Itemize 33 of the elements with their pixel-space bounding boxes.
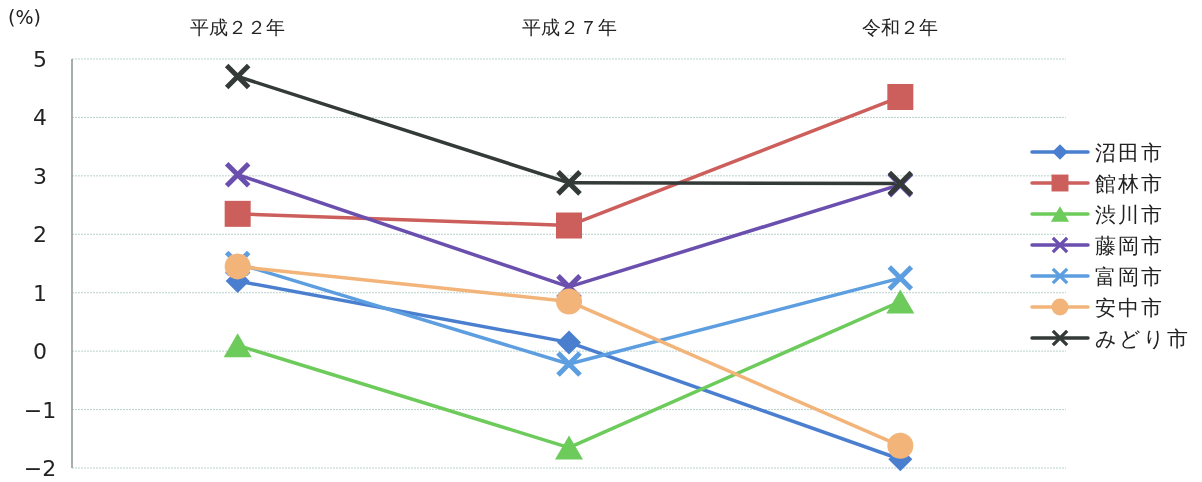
y-axis-title: (%) [8,6,41,28]
point [555,350,583,378]
point [556,288,582,315]
y-tick-label: 1 [33,280,47,306]
y-tick-label: −1 [23,397,57,423]
point [224,200,251,227]
legend-label: 館林市 [1095,172,1164,196]
legend-label: 渋川市 [1095,203,1164,227]
legend-label: 富岡市 [1095,265,1164,289]
x-tick-label: 平成２２年 [190,16,286,38]
legend-label: 安中市 [1095,296,1164,320]
point [555,169,583,197]
y-tick-label: 4 [33,105,47,131]
legend-label: 藤岡市 [1095,234,1164,258]
point [887,83,914,110]
point [555,435,583,460]
point [886,289,915,314]
y-tick-label: 5 [33,47,47,72]
point [224,161,252,189]
x-tick-label: 平成２７年 [521,16,617,38]
point [886,264,914,292]
point [887,432,914,459]
y-tick-label: 3 [33,163,47,189]
legend-label: 沼田市 [1095,141,1164,165]
point [223,333,252,358]
point [557,330,581,355]
legend-label: みどり市 [1095,327,1190,351]
y-tick-label: −2 [23,456,57,481]
x-tick-label: 令和２年 [862,16,939,38]
point [224,63,252,91]
point [556,212,582,239]
y-tick-label: 0 [33,339,47,365]
y-tick-label: 2 [33,222,47,248]
